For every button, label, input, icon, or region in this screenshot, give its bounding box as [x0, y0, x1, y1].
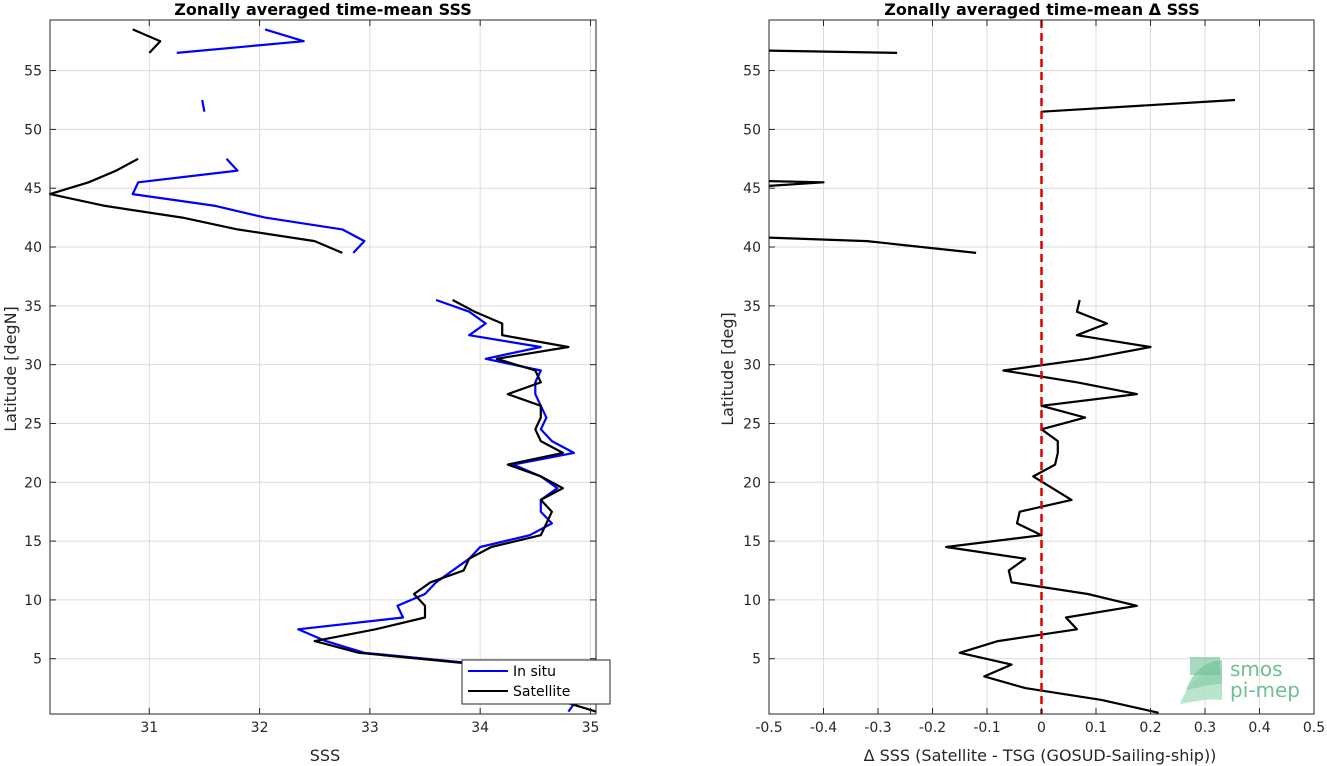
right-x-tick-label: 0.3: [1194, 720, 1216, 736]
left-series-line-satellite-seg-0: [132, 28, 162, 54]
left-y-tick-label: 5: [33, 652, 42, 668]
right-chart-title: Zonally averaged time-mean Δ SSS: [884, 0, 1200, 19]
right-y-tick-label: 35: [743, 299, 761, 315]
left-series-line-in-situ-seg-2: [131, 158, 366, 254]
right-y-tick-label: 10: [743, 593, 761, 609]
right-x-tick-label: 0: [1037, 720, 1046, 736]
left-plot-frame: [49, 19, 597, 715]
right-y-tick-label: 55: [743, 64, 761, 80]
left-y-tick-label: 10: [24, 593, 42, 609]
right-y-tick-label: 45: [743, 181, 761, 197]
smos-pimep-logo: smos pi-mep: [1180, 657, 1300, 704]
left-series-line-in-situ-seg-0: [176, 28, 305, 54]
left-series-line-satellite-seg-1: [48, 157, 343, 254]
right-y-tick-label: 50: [743, 122, 761, 138]
right-x-tick-label: 0.5: [1303, 720, 1325, 736]
right-x-tick-label: 0.1: [1085, 720, 1107, 736]
logo-text-smos: smos: [1230, 657, 1283, 681]
right-chart: -0.5 -0.4 -0.3 -0.2 -0.1 0 0.1 0.2 0.3 0.4 0.5 5 10 1…: [718, 0, 1325, 765]
right-ticks: -0.5 -0.4 -0.3 -0.2 -0.1 0 0.1 0.2 0.3 0.4 0.5 5 10 1…: [743, 20, 1325, 736]
right-y-axis-label: Latitude [deg]: [718, 312, 737, 426]
left-x-tick-label: 31: [140, 720, 158, 736]
left-chart: 31 32 33 34 35 5 10 15 20 25 30 35 40 45 50 55 Zonally …: [1, 0, 611, 765]
right-y-tick-label: 5: [752, 652, 761, 668]
right-x-tick-label: 0.2: [1139, 720, 1161, 736]
left-y-tick-label: 30: [24, 358, 42, 374]
right-series-line-delta-seg-3: [768, 236, 977, 254]
left-series-line-in-situ-seg-1: [201, 99, 206, 112]
right-y-tick-label: 15: [743, 534, 761, 550]
right-x-tick-label: -0.1: [973, 720, 1000, 736]
right-series-line-delta-seg-2: [768, 180, 825, 187]
left-y-tick-label: 55: [24, 64, 42, 80]
left-y-tick-label: 15: [24, 534, 42, 550]
left-x-axis-label: SSS: [310, 746, 340, 765]
left-series-line-satellite-seg-2: [313, 299, 591, 678]
right-x-tick-label: -0.2: [919, 720, 946, 736]
legend-box: [461, 659, 611, 705]
right-series-line-delta-seg-4: [944, 299, 1159, 714]
left-grid: [50, 20, 596, 714]
right-x-tick-label: -0.4: [810, 720, 837, 736]
legend-label-in-situ: In situ: [513, 664, 556, 680]
left-x-tick-label: 34: [471, 720, 489, 736]
logo-wave-icon: [1180, 657, 1222, 704]
left-x-tick-label: 32: [251, 720, 269, 736]
left-series-line-in-situ-seg-3: [297, 298, 597, 680]
right-y-tick-label: 30: [743, 358, 761, 374]
legend-label-satellite: Satellite: [513, 684, 570, 700]
legend: In situ Satellite: [461, 659, 611, 705]
right-series-group: [768, 49, 1236, 714]
left-y-tick-label: 20: [24, 475, 42, 491]
right-y-tick-label: 40: [743, 240, 761, 256]
right-series-line-delta-seg-1: [1041, 98, 1236, 113]
left-chart-title: Zonally averaged time-mean SSS: [174, 0, 472, 19]
left-y-axis-label: Latitude [degN]: [1, 306, 20, 432]
logo-text-pimep: pi-mep: [1230, 678, 1300, 702]
right-x-tick-label: -0.5: [755, 720, 782, 736]
left-y-tick-label: 25: [24, 416, 42, 432]
left-ticks: 31 32 33 34 35 5 10 15 20 25 30 35 40 45 50 55: [24, 20, 599, 736]
left-y-tick-label: 35: [24, 299, 42, 315]
right-x-axis-label: Δ SSS (Satellite - TSG (GOSUD-Sailing-sh…: [864, 746, 1217, 765]
left-y-tick-label: 50: [24, 122, 42, 138]
right-x-tick-label: 0.4: [1248, 720, 1270, 736]
left-x-tick-label: 35: [582, 720, 600, 736]
left-y-tick-label: 40: [24, 240, 42, 256]
right-series-line-delta-seg-0: [768, 49, 898, 54]
left-x-tick-label: 33: [361, 720, 379, 736]
right-x-tick-label: -0.3: [864, 720, 891, 736]
right-y-tick-label: 20: [743, 475, 761, 491]
left-plot-area: [50, 20, 596, 714]
right-y-tick-label: 25: [743, 416, 761, 432]
left-y-tick-label: 45: [24, 181, 42, 197]
